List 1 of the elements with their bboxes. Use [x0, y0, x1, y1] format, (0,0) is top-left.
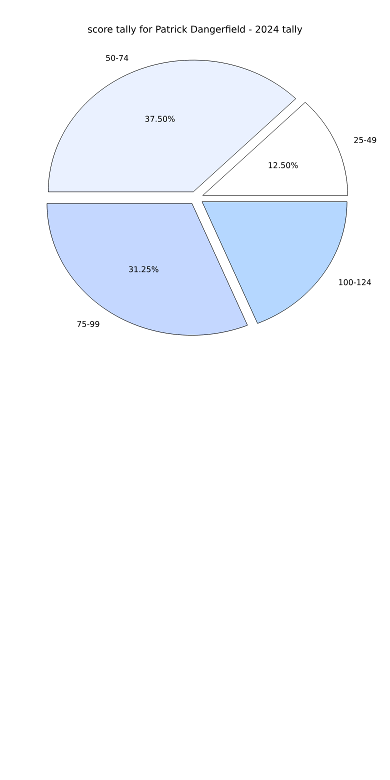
- chart-title: score tally for Patrick Dangerfield - 2024 tally: [88, 25, 302, 35]
